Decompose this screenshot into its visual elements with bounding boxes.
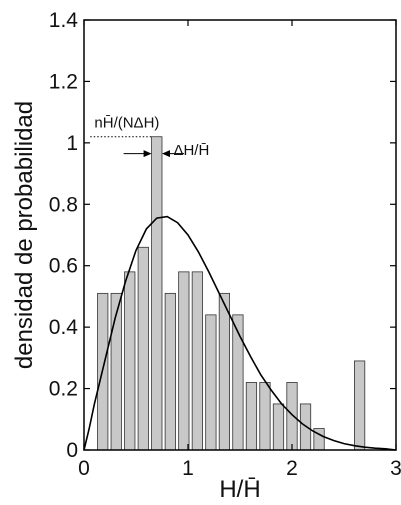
y-tick-label-1: 0.2 xyxy=(49,378,78,401)
bar-11 xyxy=(245,382,258,451)
bar-2 xyxy=(124,271,136,451)
bars-layer xyxy=(97,136,366,451)
bar-14 xyxy=(286,382,298,451)
bar-5 xyxy=(164,292,176,451)
bar-7 xyxy=(191,271,203,451)
bar-10 xyxy=(232,314,244,451)
y-tick-label-6: 1.2 xyxy=(49,70,78,93)
y-axis-label: densidad de probabilidad xyxy=(11,101,38,369)
bar-6 xyxy=(178,271,190,451)
ticks-layer: 0 1 2 3 0 0.2 0.4 0.6 0.8 1 1.2 1.4 xyxy=(49,9,401,480)
bar-3 xyxy=(137,246,149,451)
bar-8 xyxy=(205,314,217,451)
bar-13 xyxy=(272,403,285,451)
x-axis-label: H/H̄ xyxy=(219,476,260,503)
left-arrow-head xyxy=(143,150,152,158)
y-tick-label-5: 1 xyxy=(66,132,78,155)
y-tick-label-4: 0.8 xyxy=(49,193,78,216)
bar-9 xyxy=(218,292,230,451)
plot-frame xyxy=(83,19,397,451)
annotation-layer: nH̄/(NΔH) ΔH/H̄ xyxy=(90,115,209,159)
y-tick-label-3: 0.6 xyxy=(49,255,78,278)
annotation-n-hbar-over-n-delta-h: nH̄/(NΔH) xyxy=(94,115,159,132)
x-tick-label-2: 2 xyxy=(286,457,298,480)
right-arrow-head xyxy=(162,150,170,158)
density-curve-line xyxy=(83,215,397,451)
bar-4 xyxy=(151,136,163,451)
bar-12 xyxy=(259,382,271,451)
y-tick-label-2: 0.4 xyxy=(49,316,79,339)
bar-17 xyxy=(353,360,366,451)
annotation-delta-h-over-hbar: ΔH/H̄ xyxy=(173,142,209,159)
y-tick-label-7: 1.4 xyxy=(49,9,79,32)
x-tick-label-1: 1 xyxy=(182,457,194,480)
x-tick-label-0: 0 xyxy=(78,457,90,480)
y-tick-label-0: 0 xyxy=(66,439,78,462)
x-tick-label-3: 3 xyxy=(390,457,401,480)
